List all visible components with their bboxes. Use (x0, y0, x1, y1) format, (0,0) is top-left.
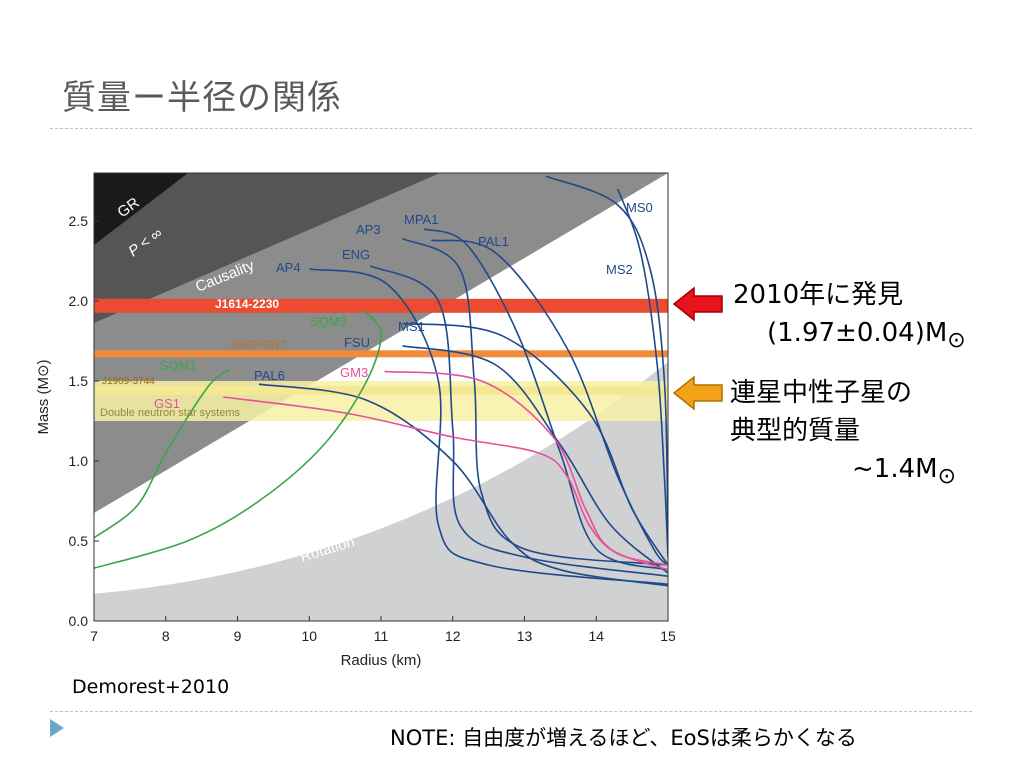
curve-label-sqm3: SQM3 (310, 314, 347, 329)
typical-mass-annotation: 連星中性子星の 典型的質量 ~1.4M⊙ (730, 374, 956, 496)
y-tick-label: 0.0 (69, 613, 89, 629)
x-tick-label: 13 (517, 628, 533, 644)
discovery-mass: (1.97±0.04)M (767, 318, 948, 348)
band-label-double-neutron-star-systems: Double neutron star systems (100, 407, 241, 419)
curve-ms0 (545, 175, 668, 542)
axes: 7 8 9 10 11 12 13 14 15 0.0 0.5 1.0 1.5 2.0 2.5 Radius … (35, 213, 676, 669)
discovery-line1: 2010年に発見 (733, 280, 904, 310)
x-tick-label: 9 (234, 628, 242, 644)
play-triangle-icon (50, 719, 64, 737)
y-axis-label: Mass (M⊙) (35, 359, 52, 434)
credit: Demorest+2010 (72, 676, 230, 698)
x-tick-label: 7 (90, 628, 98, 644)
band-label-j1614-2230: J1614-2230 (215, 297, 279, 311)
discovery-annotation: 2010年に発見 (1.97±0.04)M⊙ (733, 276, 966, 360)
band-label-j1903-0327: J1903+0327 (230, 340, 286, 351)
x-tick-label: 8 (162, 628, 170, 644)
curve-label-eng: ENG (342, 247, 370, 262)
curve-ms2 (617, 188, 668, 558)
sun-symbol-icon: ⊙ (937, 464, 957, 489)
y-tick-label: 2.5 (69, 213, 89, 229)
typical-line1: 連星中性子星の (730, 378, 913, 408)
orange-arrow-icon (672, 375, 723, 411)
curve-label-mpa1: MPA1 (404, 212, 438, 227)
curve-label-ap4: AP4 (276, 260, 301, 275)
curve-label-gs1: GS1 (154, 396, 180, 411)
footnote: NOTE: 自由度が増えるほど、EoSは柔らかくなる (390, 726, 857, 750)
curve-fsu (402, 345, 668, 574)
curve-label-ap3: AP3 (356, 222, 381, 237)
curve-eng (369, 265, 668, 577)
band-label-j1909-3744: J1909-3744 (102, 376, 155, 387)
curve-mpa1 (423, 228, 668, 571)
band-labels: J1614-2230 J1903+0327 J1909-3744 Double neu… (100, 297, 286, 419)
x-tick-label: 14 (588, 628, 604, 644)
footer-divider (50, 711, 972, 712)
region-gr (94, 173, 188, 245)
sun-symbol-icon: ⊙ (947, 328, 966, 353)
typical-mass: ~1.4M (852, 454, 938, 484)
curve-sqm1 (94, 369, 231, 539)
curve-label-fsu: FSU (344, 335, 370, 350)
curve-ap4 (309, 268, 668, 585)
region-p-infinity (94, 173, 440, 323)
mass-bands (94, 298, 668, 421)
x-tick-label: 15 (660, 628, 676, 644)
y-tick-label: 1.0 (69, 453, 89, 469)
band-j1903-0327 (94, 350, 668, 358)
curve-label-ms2: MS2 (606, 262, 633, 277)
curve-label-sqm1: SQM1 (160, 358, 197, 373)
y-tick-label: 0.5 (69, 533, 89, 549)
typical-line2: 典型的質量 (730, 416, 861, 446)
x-tick-label: 12 (445, 628, 461, 644)
x-tick-label: 10 (301, 628, 317, 644)
curve-ms1 (402, 322, 668, 566)
x-tick-label: 11 (374, 628, 389, 644)
curve-label-gm3: GM3 (340, 365, 368, 380)
curve-pal6 (258, 383, 668, 587)
curve-label-pal6: PAL6 (254, 368, 285, 383)
title-divider (50, 128, 972, 129)
curve-label-ms0: MS0 (626, 200, 653, 215)
curve-sqm3 (94, 310, 382, 569)
slide-title: 質量ー半径の関係 (62, 78, 342, 118)
curve-label-ms1: MS1 (398, 319, 425, 334)
curve-label-pal1: PAL1 (478, 234, 509, 249)
band-j1614-2230 (94, 298, 668, 313)
y-tick-label: 2.0 (69, 293, 89, 309)
y-tick-label: 1.5 (69, 373, 89, 389)
x-axis-label: Radius (km) (341, 652, 422, 669)
curve-labels: MS0 MS2 MPA1 PAL1 AP3 ENG AP4 MS1 FSU PAL6 GM3 GS1 S… (154, 200, 653, 411)
eos-curves (94, 175, 668, 587)
red-arrow-icon (672, 286, 723, 322)
curve-gs1 (223, 396, 668, 566)
curve-pal1 (431, 239, 668, 566)
curve-ap3 (402, 237, 668, 566)
